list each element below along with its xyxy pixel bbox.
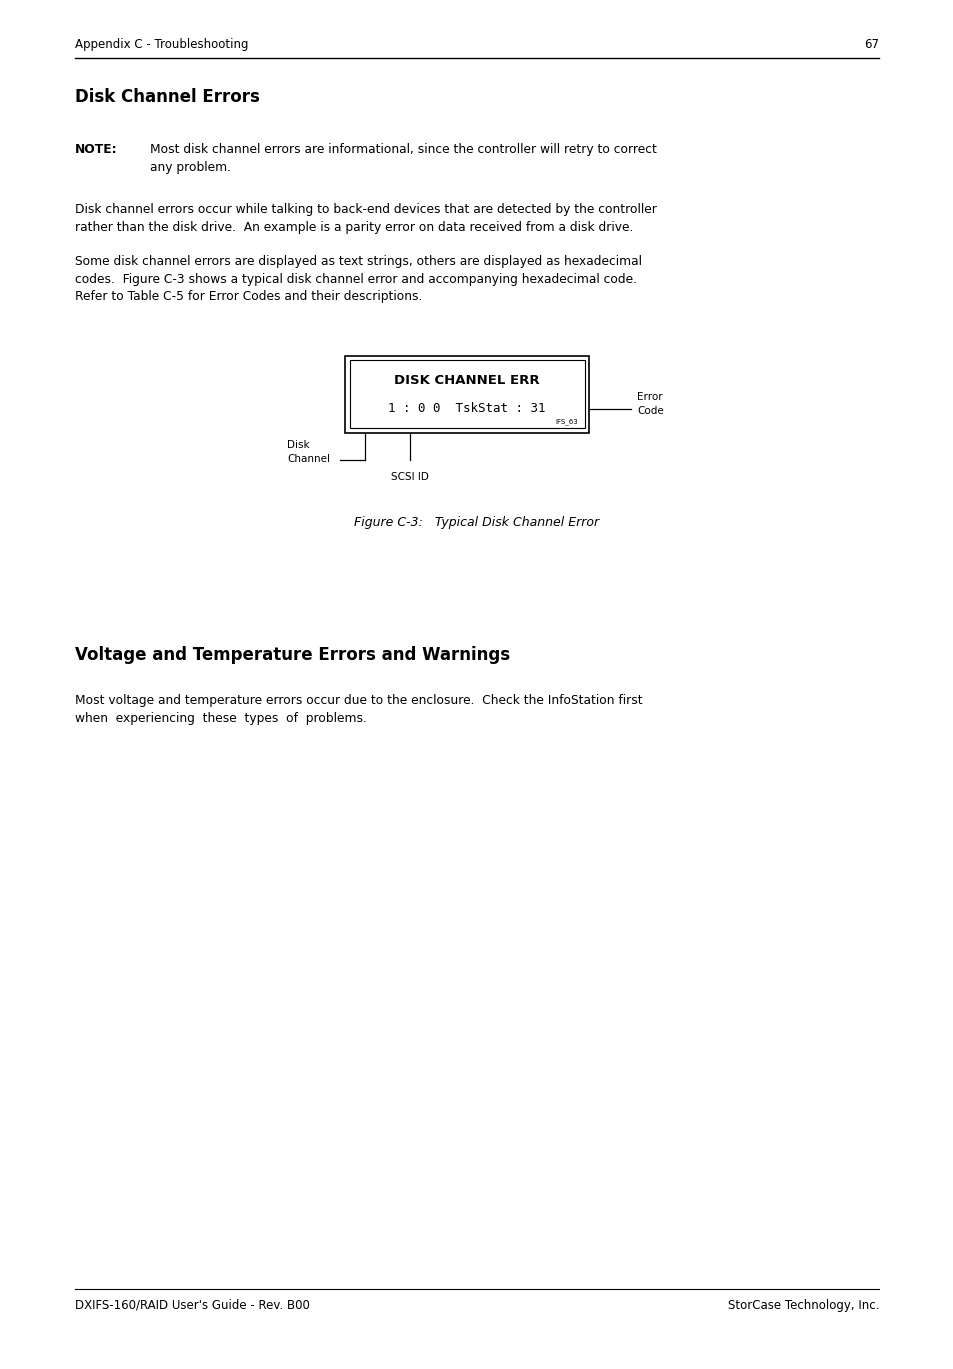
Text: Disk channel errors occur while talking to back-end devices that are detected by: Disk channel errors occur while talking … <box>75 203 657 234</box>
Text: 67: 67 <box>863 38 878 51</box>
Text: Voltage and Temperature Errors and Warnings: Voltage and Temperature Errors and Warni… <box>75 646 510 664</box>
Text: Disk
Channel: Disk Channel <box>287 441 330 464</box>
Text: 1 : 0 0  TskStat : 31: 1 : 0 0 TskStat : 31 <box>388 402 545 415</box>
Text: IFS_63: IFS_63 <box>556 419 578 424</box>
Text: Error
Code: Error Code <box>637 393 663 416</box>
Text: Some disk channel errors are displayed as text strings, others are displayed as : Some disk channel errors are displayed a… <box>75 255 641 303</box>
Text: DISK CHANNEL ERR: DISK CHANNEL ERR <box>394 374 539 387</box>
Text: StorCase Technology, Inc.: StorCase Technology, Inc. <box>727 1299 878 1312</box>
Text: Most disk channel errors are informational, since the controller will retry to c: Most disk channel errors are information… <box>150 142 657 174</box>
Text: SCSI ID: SCSI ID <box>390 472 428 482</box>
Bar <box>349 360 584 428</box>
Text: NOTE:: NOTE: <box>75 142 117 156</box>
Text: Figure C-3:   Typical Disk Channel Error: Figure C-3: Typical Disk Channel Error <box>355 516 598 528</box>
Text: Appendix C - Troubleshooting: Appendix C - Troubleshooting <box>75 38 248 51</box>
Bar <box>345 356 588 433</box>
Text: DXIFS-160/RAID User's Guide - Rev. B00: DXIFS-160/RAID User's Guide - Rev. B00 <box>75 1299 310 1312</box>
Text: Disk Channel Errors: Disk Channel Errors <box>75 88 259 105</box>
Text: Most voltage and temperature errors occur due to the enclosure.  Check the InfoS: Most voltage and temperature errors occu… <box>75 694 642 724</box>
